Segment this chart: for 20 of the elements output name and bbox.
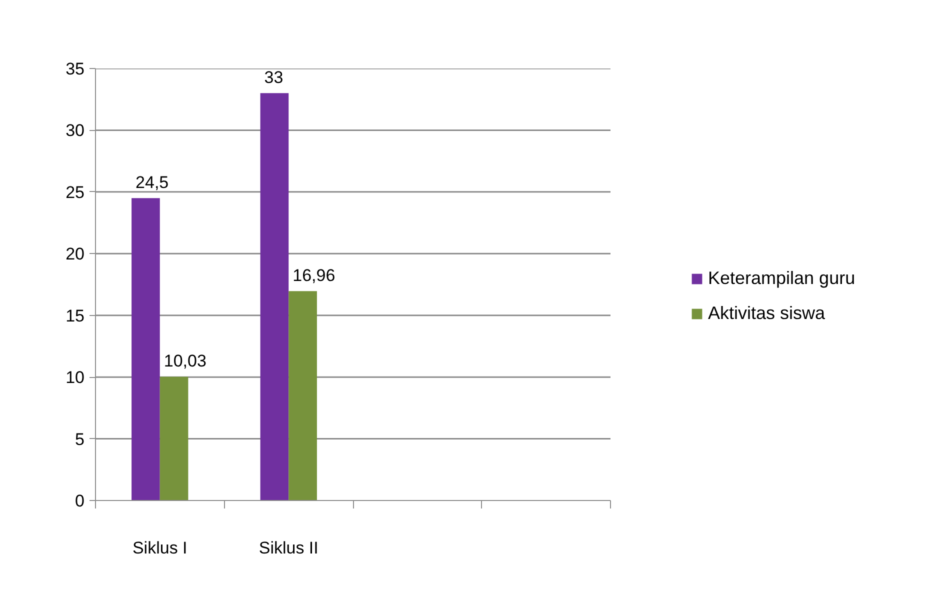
bar <box>260 93 289 500</box>
x-tick-label: Siklus I <box>132 538 188 558</box>
y-tick-label: 10 <box>66 368 85 388</box>
x-tick-label: Siklus II <box>258 538 318 558</box>
y-tick-label: 30 <box>66 121 85 140</box>
y-tick-label: 20 <box>66 244 85 264</box>
data-label: 24,5 <box>136 173 169 192</box>
data-label: 16,96 <box>292 266 336 286</box>
legend-label: Aktivitas siswa <box>708 303 826 324</box>
bar <box>160 376 188 500</box>
y-tick-label: 15 <box>66 306 85 326</box>
data-label: 33 <box>264 68 284 88</box>
y-tick-label: 25 <box>66 182 85 202</box>
y-tick-label: 5 <box>75 430 85 449</box>
y-tick-label: 35 <box>66 60 85 78</box>
legend-label: Keterampilan guru <box>708 268 856 289</box>
bar <box>288 291 317 500</box>
bar <box>132 198 160 500</box>
data-label: 10,03 <box>164 352 206 371</box>
y-tick-label: 0 <box>75 492 85 510</box>
